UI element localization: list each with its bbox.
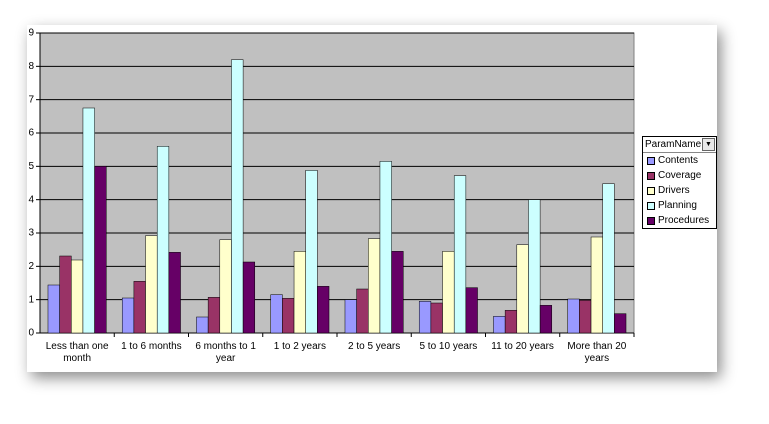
y-tick-label: 5 xyxy=(28,161,34,172)
dropdown-button[interactable]: ▼ xyxy=(702,138,715,151)
bar xyxy=(242,261,256,334)
bar xyxy=(528,199,541,334)
bar xyxy=(465,287,478,334)
bar xyxy=(219,239,232,334)
legend-item: Planning xyxy=(643,198,716,213)
bar xyxy=(145,235,158,334)
y-tick-label: 7 xyxy=(28,94,34,105)
bar xyxy=(379,161,392,334)
y-tick-label: 0 xyxy=(28,328,34,339)
legend-item: Contents xyxy=(643,153,716,168)
bar xyxy=(579,300,592,334)
x-tick-label: 2 to 5 years xyxy=(347,341,401,352)
bar xyxy=(539,305,553,334)
bar xyxy=(94,166,107,334)
legend-item: Coverage xyxy=(643,168,716,183)
legend-swatch xyxy=(647,171,655,180)
legend-label: Procedures xyxy=(658,215,710,226)
bar xyxy=(231,59,244,334)
bar xyxy=(391,251,404,334)
legend-label: Drivers xyxy=(658,185,690,196)
y-tick-label: 9 xyxy=(28,28,34,39)
legend-swatch xyxy=(647,216,655,225)
bar xyxy=(71,259,84,334)
y-tick-label: 3 xyxy=(28,228,34,239)
bar xyxy=(344,299,357,334)
bar xyxy=(59,255,72,334)
bar xyxy=(121,297,135,334)
legend-title: ParamName xyxy=(645,139,702,150)
y-tick-label: 1 xyxy=(28,294,34,305)
legend-swatch xyxy=(647,186,655,195)
bar xyxy=(47,284,60,334)
bar xyxy=(453,175,467,334)
y-tick-label: 4 xyxy=(28,194,34,205)
x-tick-label: 11 to 20 years xyxy=(491,341,554,352)
bar xyxy=(168,252,181,334)
bar xyxy=(196,316,209,334)
bar xyxy=(207,297,221,334)
bar xyxy=(602,183,615,334)
x-tick-label: 5 to 10 years xyxy=(419,341,478,352)
legend-label: Coverage xyxy=(658,170,702,181)
legend-item: Procedures xyxy=(643,213,716,228)
bar xyxy=(82,107,95,334)
x-tick-label: 1 to 2 years xyxy=(273,341,326,352)
bar xyxy=(590,236,603,334)
bar xyxy=(418,301,432,334)
y-tick-label: 2 xyxy=(28,261,34,272)
bar xyxy=(442,251,455,334)
bar xyxy=(504,310,518,334)
bar xyxy=(516,244,529,334)
x-tick-label: 6 months to 1 year xyxy=(195,341,256,364)
bar xyxy=(305,170,318,334)
bar xyxy=(493,316,506,334)
y-tick-label: 8 xyxy=(28,61,34,72)
x-tick-label: More than 20 years xyxy=(567,341,627,364)
y-tick-label: 6 xyxy=(28,128,34,139)
legend-label: Planning xyxy=(658,200,697,211)
bar xyxy=(368,238,381,334)
x-tick-label: 1 to 6 months xyxy=(121,341,182,352)
plot-area xyxy=(39,32,635,334)
bar xyxy=(614,313,627,334)
bar xyxy=(133,281,146,334)
bar xyxy=(567,298,580,334)
x-tick-label: Less than one month xyxy=(45,341,109,364)
bar xyxy=(293,251,306,334)
legend-label: Contents xyxy=(658,155,699,166)
legend-swatch xyxy=(647,156,655,165)
legend: ParamName ▼ Contents Coverage Drivers Planni… xyxy=(642,136,717,229)
legend-header[interactable]: ParamName ▼ xyxy=(643,137,716,153)
bar xyxy=(317,286,330,334)
legend-item: Drivers xyxy=(643,183,716,198)
bar xyxy=(282,298,295,334)
bar xyxy=(270,294,283,334)
legend-swatch xyxy=(647,201,655,210)
bar xyxy=(156,146,170,334)
bar xyxy=(356,288,369,334)
bar xyxy=(430,302,443,334)
